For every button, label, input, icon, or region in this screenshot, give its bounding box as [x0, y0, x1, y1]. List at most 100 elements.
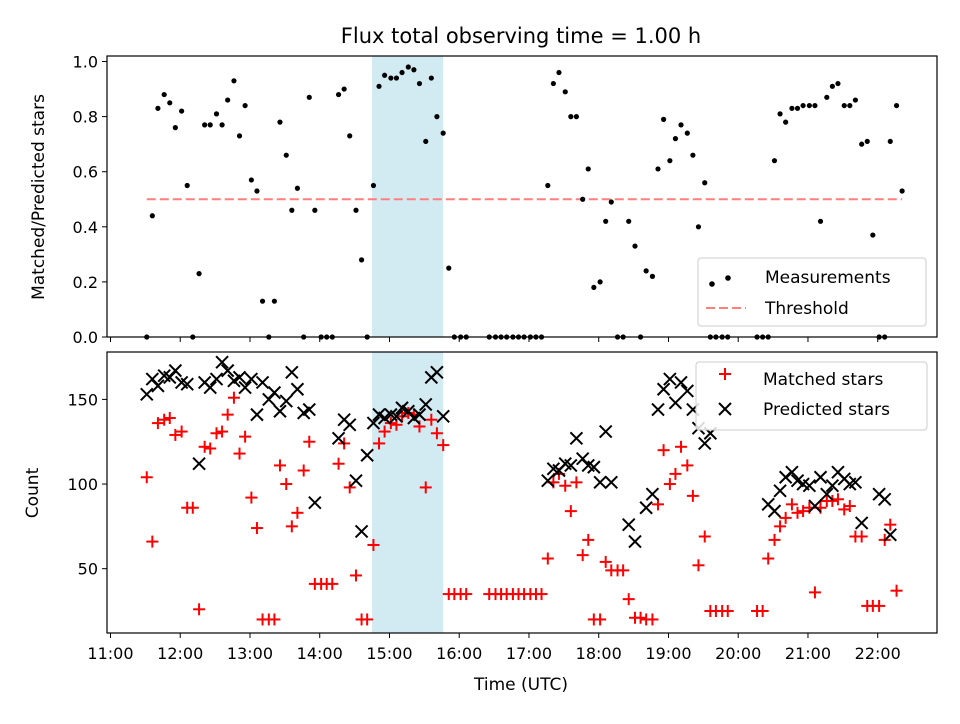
x-tick-label: 16:00: [436, 644, 482, 663]
matched-star-point: [774, 520, 787, 533]
matched-star-point: [576, 549, 589, 562]
matched-star-point: [193, 603, 206, 616]
predicted-star-point: [302, 402, 316, 417]
x-tick-label: 17:00: [506, 644, 552, 663]
predicted-star-point: [604, 475, 618, 490]
matched-star-point: [361, 613, 374, 626]
matched-star-point: [762, 552, 775, 565]
measurement-point: [231, 78, 237, 84]
matched-star-point: [297, 464, 310, 477]
matched-star-point: [785, 498, 798, 511]
predicted-star-point: [250, 407, 264, 422]
measurement-point: [591, 284, 597, 291]
measurement-point: [440, 130, 446, 136]
predicted-star-point: [151, 379, 165, 393]
matched-star-point: [646, 613, 659, 626]
measurement-point: [695, 224, 702, 230]
top-panel: 0.0 0.2 0.4 0.6 0.8 1.0 Matched/Predicted sta…: [29, 53, 938, 347]
y-tick-label: 0.8: [73, 108, 98, 127]
predicted-star-point: [848, 475, 863, 490]
top-highlight-span: [372, 56, 444, 337]
matched-star-point: [303, 435, 316, 448]
measurement-point: [184, 182, 190, 189]
top-legend: Measurements Threshold: [697, 257, 927, 327]
measurement-point: [887, 138, 893, 145]
measurement-point: [179, 108, 185, 114]
matched-star-point: [890, 584, 903, 597]
x-tick-label: 20:00: [715, 644, 761, 663]
legend-threshold-label: Threshold: [764, 299, 849, 319]
predicted-star-point: [343, 418, 357, 432]
measurement-point: [381, 72, 388, 78]
measurement-point: [196, 271, 202, 277]
predicted-star-point: [569, 431, 584, 446]
matched-star-point: [378, 425, 391, 438]
matched-star-point: [692, 559, 705, 572]
matched-stars-points: [140, 391, 903, 626]
measurement-point: [149, 213, 155, 219]
measurement-point: [219, 122, 225, 128]
measurement-point: [283, 152, 289, 158]
measurement-point: [161, 91, 167, 98]
measurement-point: [893, 102, 900, 109]
x-tick-label: 11:00: [87, 644, 133, 663]
matched-star-point: [686, 489, 699, 502]
matched-star-point: [343, 481, 356, 494]
bottom-y-axis-label: Count: [23, 467, 43, 518]
measurement-point: [416, 80, 423, 87]
matched-star-point: [169, 428, 182, 441]
matched-star-point: [663, 478, 676, 491]
matched-star-point: [430, 427, 443, 440]
predicted-star-point: [541, 473, 555, 488]
matched-star-point: [873, 599, 886, 612]
matched-star-point: [146, 535, 159, 548]
predicted-star-point: [349, 473, 363, 488]
predicted-star-point: [140, 387, 154, 402]
measurement-point: [852, 97, 858, 103]
y-tick-label: 150: [67, 390, 98, 409]
matched-star-point: [350, 569, 362, 582]
measurement-point: [783, 119, 789, 125]
predicted-star-point: [854, 516, 869, 530]
predicted-star-point: [308, 495, 322, 510]
predicted-star-point: [622, 517, 636, 532]
chart-title: Flux total observing time = 1.00 h: [341, 24, 701, 48]
x-tick-label: 18:00: [576, 644, 622, 663]
measurement-point: [207, 122, 213, 128]
measurement-point: [271, 298, 277, 304]
predicted-star-point: [255, 375, 270, 390]
measurement-point: [236, 133, 243, 139]
matched-star-point: [791, 506, 804, 519]
matched-star-point: [808, 586, 821, 599]
predicted-star-point: [180, 377, 194, 391]
predicted-star-point: [651, 402, 665, 417]
matched-star-point: [884, 518, 897, 531]
predicted-star-point: [820, 487, 834, 501]
measurement-point: [376, 83, 382, 89]
measurement-point: [405, 64, 411, 70]
measurement-point: [353, 207, 359, 213]
y-tick-label: 50: [78, 560, 98, 579]
predicted-star-point: [203, 380, 217, 395]
measurement-point: [632, 243, 638, 249]
matched-star-point: [285, 520, 298, 533]
matched-star-point: [622, 593, 635, 606]
measurement-point: [660, 116, 667, 122]
matched-star-point: [535, 588, 548, 601]
measurement-point: [789, 105, 795, 111]
predicted-star-point: [232, 370, 247, 385]
measurement-point: [672, 136, 679, 142]
predicted-star-point: [168, 363, 183, 378]
measurement-point: [347, 133, 353, 139]
measurement-point: [812, 102, 818, 109]
measurement-point: [289, 207, 295, 213]
matched-star-point: [273, 459, 286, 472]
matched-star-point: [779, 511, 792, 524]
measurement-point: [335, 91, 342, 98]
measurement-point: [824, 94, 830, 100]
measurement-point: [800, 102, 806, 109]
matched-star-point: [227, 391, 240, 404]
measurement-point: [411, 67, 417, 73]
predicted-star-point: [808, 499, 822, 513]
